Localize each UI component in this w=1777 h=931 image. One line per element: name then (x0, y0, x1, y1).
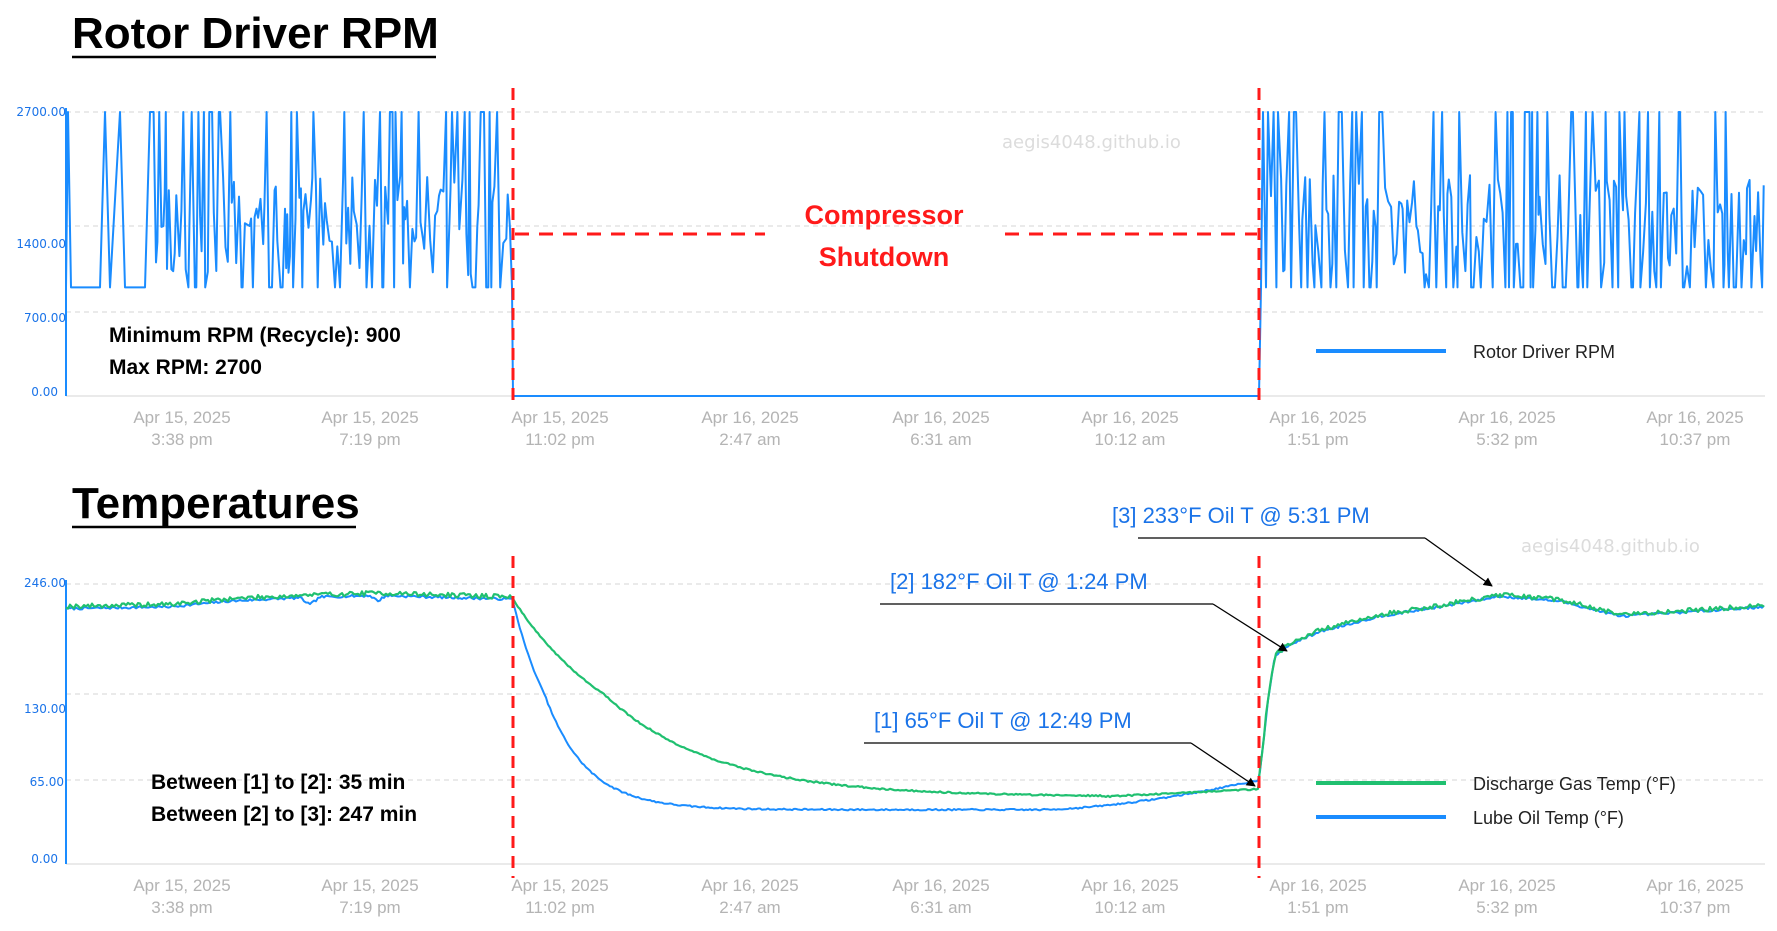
temp-y-tick: 0.00 (31, 852, 58, 866)
shutdown-label-line2: Shutdown (819, 242, 949, 272)
temp-x-tick: 3:38 pm (151, 898, 212, 917)
temp-x-tick: Apr 16, 2025 (1646, 876, 1743, 895)
temp-y-tick: 246.00 (24, 576, 66, 590)
temp-x-tick: 10:12 am (1095, 898, 1166, 917)
temp-x-tick: Apr 15, 2025 (321, 876, 418, 895)
temp-watermark: aegis4048.github.io (1521, 536, 1700, 557)
rpm-watermark: aegis4048.github.io (1002, 132, 1181, 153)
rpm-x-tick: Apr 16, 2025 (1269, 408, 1366, 427)
rpm-x-tick: 2:47 am (719, 430, 780, 449)
discharge-gas-temp-line (65, 590, 1765, 799)
rpm-x-tick: 7:19 pm (339, 430, 400, 449)
temp-x-tick: Apr 16, 2025 (1269, 876, 1366, 895)
temp-x-tick: Apr 15, 2025 (511, 876, 608, 895)
rpm-x-tick: Apr 15, 2025 (511, 408, 608, 427)
temp-x-tick: 1:51 pm (1287, 898, 1348, 917)
temp-x-tick: 11:02 pm (525, 898, 595, 917)
rpm-x-tick: Apr 16, 2025 (1458, 408, 1555, 427)
duration-note-2-3: Between [2] to [3]: 247 min (151, 803, 417, 826)
gas-legend-label: Discharge Gas Temp (°F) (1473, 774, 1676, 794)
rpm-x-tick: 6:31 am (910, 430, 971, 449)
temp-x-tick: 7:19 pm (339, 898, 400, 917)
rpm-x-tick: Apr 16, 2025 (892, 408, 989, 427)
temp-legend: Discharge Gas Temp (°F) Lube Oil Temp (°… (1316, 774, 1676, 828)
temp-y-tick: 130.00 (24, 702, 66, 716)
rpm-x-tick: 3:38 pm (151, 430, 212, 449)
rpm-y-tick: 1400.00 (16, 237, 66, 251)
temp-x-tick: Apr 15, 2025 (133, 876, 230, 895)
rpm-x-tick: Apr 16, 2025 (1081, 408, 1178, 427)
rpm-x-tick: 10:12 am (1095, 430, 1166, 449)
annotation-oil-182-arrow (1212, 603, 1288, 652)
temp-x-tick: 2:47 am (719, 898, 780, 917)
lube-legend-label: Lube Oil Temp (°F) (1473, 808, 1624, 828)
temp-x-tick: Apr 16, 2025 (1458, 876, 1555, 895)
temp-x-tick: Apr 16, 2025 (1081, 876, 1178, 895)
temp-x-tick: 10:37 pm (1660, 898, 1731, 917)
rpm-y-tick: 700.00 (24, 311, 66, 325)
temp-y-ticks: 246.00 130.00 65.00 0.00 (24, 576, 66, 866)
rpm-x-tick: Apr 15, 2025 (321, 408, 418, 427)
rpm-x-tick: Apr 16, 2025 (1646, 408, 1743, 427)
rpm-min-note: Minimum RPM (Recycle): 900 (109, 324, 401, 347)
annotation-oil-233-arrow (1424, 537, 1493, 587)
rpm-legend-label: Rotor Driver RPM (1473, 342, 1615, 362)
rpm-legend: Rotor Driver RPM (1316, 342, 1615, 362)
shutdown-label-line1: Compressor (804, 200, 964, 230)
temp-x-tick: 6:31 am (910, 898, 971, 917)
temp-gridlines (65, 580, 1765, 865)
rpm-y-tick: 2700.00 (16, 105, 66, 119)
rpm-series-line (65, 111, 1765, 397)
temp-x-tick: 5:32 pm (1476, 898, 1537, 917)
rpm-x-tick: 11:02 pm (525, 430, 595, 449)
rpm-x-tick: 1:51 pm (1287, 430, 1348, 449)
temp-chart-heading: Temperatures (72, 479, 360, 528)
rpm-x-tick: Apr 15, 2025 (133, 408, 230, 427)
rpm-x-ticks: Apr 15, 2025 3:38 pm Apr 15, 2025 7:19 pm Ap… (133, 408, 1743, 449)
annotation-oil-65: [1] 65°F Oil T @ 12:49 PM (874, 708, 1132, 733)
annotation-oil-65-arrow (1190, 742, 1256, 787)
duration-note-1-2: Between [1] to [2]: 35 min (151, 771, 405, 794)
rpm-y-tick: 0.00 (31, 385, 58, 399)
temp-x-tick: Apr 16, 2025 (701, 876, 798, 895)
temp-y-tick: 65.00 (30, 775, 64, 789)
rpm-y-ticks: 2700.00 1400.00 700.00 0.00 (16, 105, 66, 399)
annotation-oil-233: [3] 233°F Oil T @ 5:31 PM (1112, 503, 1370, 528)
temp-x-tick: Apr 16, 2025 (892, 876, 989, 895)
annotation-oil-182: [2] 182°F Oil T @ 1:24 PM (890, 569, 1148, 594)
rpm-max-note: Max RPM: 2700 (109, 356, 262, 379)
rpm-x-tick: 5:32 pm (1476, 430, 1537, 449)
rpm-x-tick: 10:37 pm (1660, 430, 1731, 449)
rpm-x-tick: Apr 16, 2025 (701, 408, 798, 427)
temp-x-ticks: Apr 15, 2025 3:38 pm Apr 15, 2025 7:19 pm Ap… (133, 876, 1743, 917)
rpm-chart-heading: Rotor Driver RPM (72, 9, 439, 58)
